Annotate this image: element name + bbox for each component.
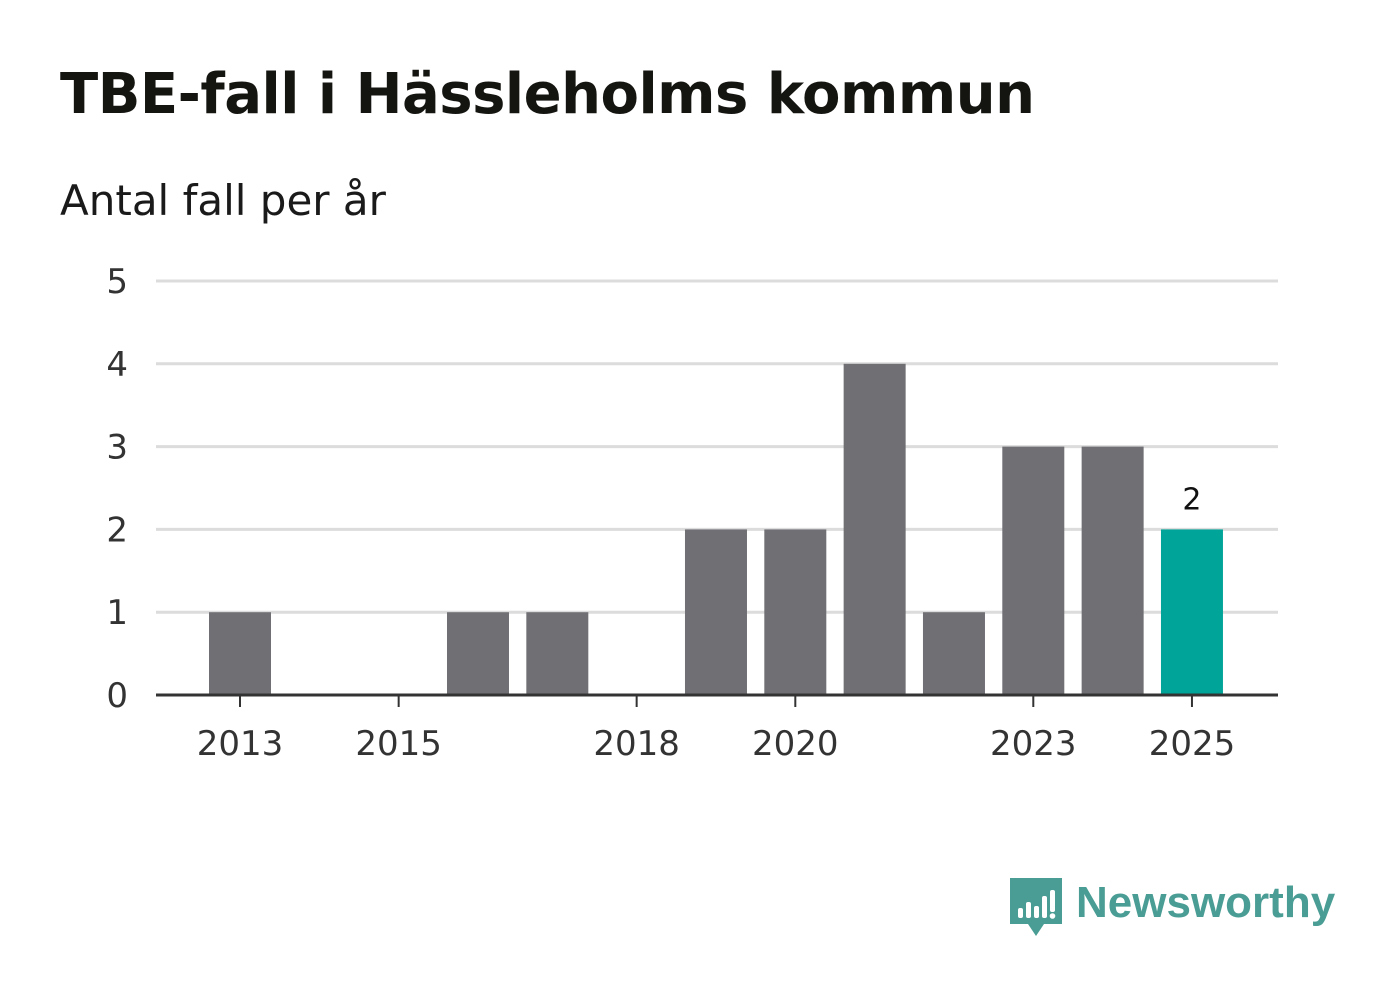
newsworthy-logo-icon [1010, 878, 1062, 936]
labels: 0 1 2 3 4 5 2 2013 2015 2018 2020 2023 2025 [106, 262, 1235, 764]
bar-2024 [1081, 446, 1144, 695]
y-tick-label: 5 [106, 262, 128, 302]
data-label-2025: 2 [1182, 482, 1201, 517]
bars [209, 363, 1223, 695]
y-tick-label: 0 [106, 676, 128, 716]
bar-2013 [209, 612, 271, 695]
x-tick-label-2018: 2018 [593, 724, 680, 764]
axes [156, 693, 1278, 707]
x-tick-label-2020: 2020 [752, 724, 839, 764]
bar-chart: 0 1 2 3 4 5 2 2013 2015 2018 2020 2023 2025 [106, 262, 1278, 764]
y-tick-label: 1 [106, 593, 128, 633]
x-tick-label-2015: 2015 [355, 724, 442, 764]
brand-name: Newsworthy [1076, 878, 1336, 927]
bar-2017 [526, 612, 589, 695]
bar-2020 [764, 529, 827, 695]
bar-2022 [922, 612, 985, 695]
chart-title: TBE-fall i Hässleholms kommun [60, 62, 1035, 127]
x-tick-label-2025: 2025 [1149, 724, 1236, 764]
y-tick-label: 4 [106, 345, 128, 385]
newsworthy-logo: Newsworthy [1010, 878, 1335, 942]
y-tick-label: 3 [106, 428, 128, 468]
bar-2016 [446, 612, 509, 695]
bar-2023 [1002, 446, 1065, 695]
bar-2019 [684, 529, 747, 695]
bar-2021 [843, 363, 906, 695]
y-tick-label: 2 [106, 510, 128, 550]
chart-subtitle: Antal fall per år [60, 176, 386, 225]
bar-2025 [1160, 529, 1223, 695]
x-tick-label-2023: 2023 [990, 724, 1077, 764]
x-tick-label-2013: 2013 [197, 724, 284, 764]
